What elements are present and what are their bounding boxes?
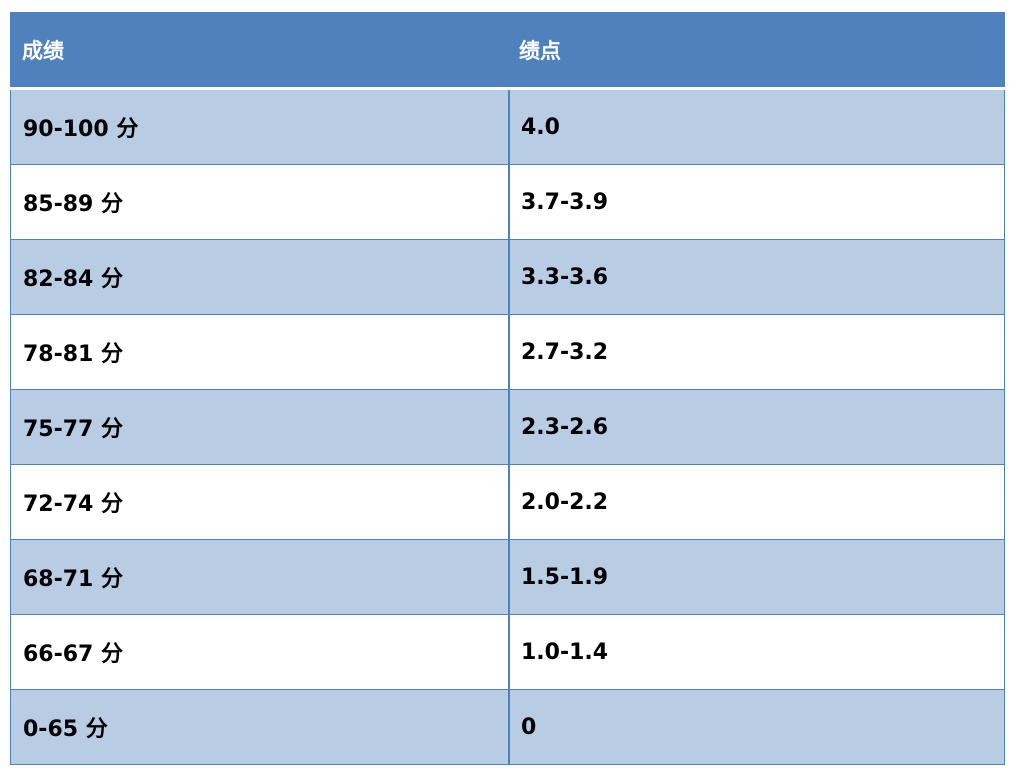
table-cell: 82-84 分 [23,267,124,292]
table-cell: 72-74 分 [23,492,124,517]
table-row: 0-65 分 0 [10,690,1005,765]
table-cell: 68-71 分 [23,567,124,592]
table-cell: 0 [508,690,1004,764]
table-cell: 78-81 分 [23,342,124,367]
table-row: 78-81 分 2.7-3.2 [10,315,1005,390]
table-cell: 0-65 分 [23,717,108,742]
table-cell: 3.7-3.9 [508,165,1004,239]
header-cell: 绩点 [519,38,561,63]
table-row: 75-77 分 2.3-2.6 [10,390,1005,465]
table-row: 66-67 分 1.0-1.4 [10,615,1005,690]
table-cell: 75-77 分 [23,417,124,442]
table-row: 90-100 分 4.0 [10,90,1005,165]
table-row: 72-74 分 2.0-2.2 [10,465,1005,540]
table-row: 85-89 分 3.7-3.9 [10,165,1005,240]
table-cell: 85-89 分 [23,192,124,217]
table-cell: 90-100 分 [23,117,139,142]
header-cell: 成绩 [22,38,64,63]
table-cell: 1.0-1.4 [508,615,1004,689]
table-cell: 2.0-2.2 [508,465,1004,539]
table-cell: 4.0 [508,90,1004,164]
table-row: 82-84 分 3.3-3.6 [10,240,1005,315]
table-row: 68-71 分 1.5-1.9 [10,540,1005,615]
table-cell: 1.5-1.9 [508,540,1004,614]
table-cell: 66-67 分 [23,642,124,667]
table-cell: 2.3-2.6 [508,390,1004,464]
table-cell: 2.7-3.2 [508,315,1004,389]
table-header: 成绩 绩点 [10,12,1005,90]
table-cell: 3.3-3.6 [508,240,1004,314]
